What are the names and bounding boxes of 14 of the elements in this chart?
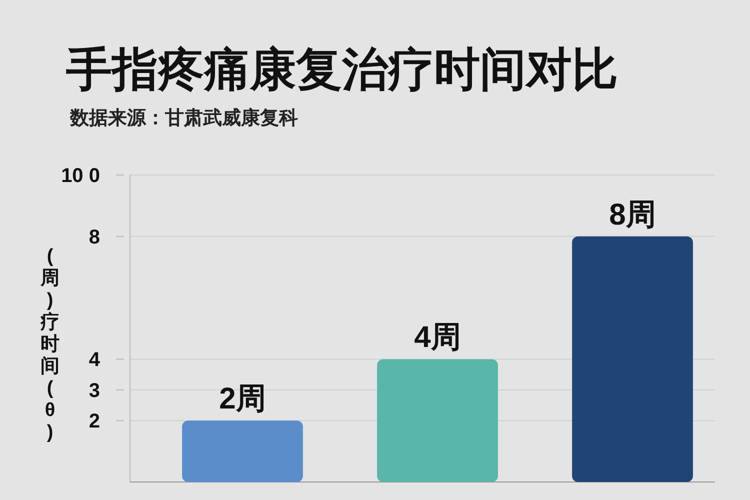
chart-title: 手指疼痛康复治疗时间对比 <box>66 43 618 95</box>
chart-subtitle: 数据来源：甘肃武威康复科 <box>69 107 298 129</box>
data-label: 2周 <box>219 382 266 416</box>
y-tick-label: 10 0 <box>61 165 100 187</box>
y-tick-label: 4 <box>88 349 101 372</box>
y-tick-label: 3 <box>88 380 100 402</box>
data-label: 4周 <box>414 321 461 354</box>
y-tick-label: 8 <box>88 226 100 248</box>
bar <box>182 420 303 482</box>
text: (周)疗时间(θ) <box>40 246 60 443</box>
data-label: 8周 <box>609 198 656 232</box>
y-tick-label: 2 <box>88 410 100 433</box>
bar <box>572 236 693 482</box>
bar <box>377 359 498 482</box>
